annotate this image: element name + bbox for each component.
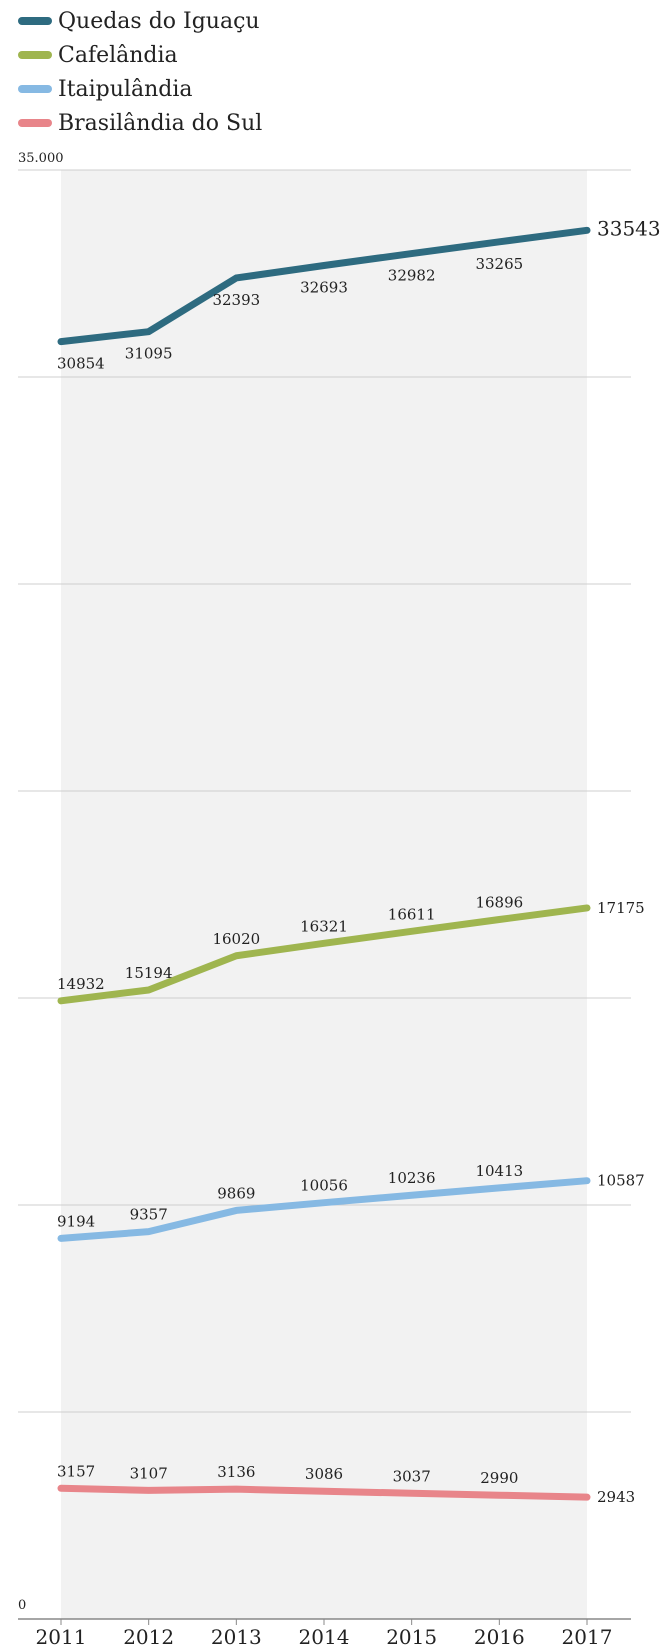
x-tick-label: 2013 [211, 1625, 262, 1647]
data-label: 2943 [597, 1488, 635, 1506]
x-tick-label: 2011 [36, 1625, 87, 1647]
data-label: 3086 [305, 1465, 343, 1483]
data-label: 2990 [480, 1469, 518, 1487]
y-tick-label-bottom: 0 [18, 1598, 26, 1613]
data-label: 17175 [597, 899, 645, 917]
legend-label-brasilandia: Brasilândia do Sul [58, 110, 263, 136]
series-line [57, 226, 591, 346]
data-label: 14932 [57, 975, 105, 993]
plot-area-band [61, 170, 587, 1619]
data-label: 31095 [125, 345, 173, 363]
data-label: 32693 [300, 279, 348, 297]
data-label: 15194 [125, 964, 173, 982]
data-label: 32982 [388, 267, 436, 285]
legend-label-quedas: Quedas do Iguaçu [58, 8, 260, 34]
data-label: 10236 [388, 1169, 436, 1187]
x-tick-label: 2012 [123, 1625, 174, 1647]
legend-item-cafelandia[interactable]: Cafelândia [18, 38, 262, 72]
legend-swatch-itaipulandia [18, 85, 52, 93]
data-label: 16896 [475, 894, 523, 912]
legend-label-itaipulandia: Itaipulândia [58, 76, 193, 102]
data-label: 10587 [597, 1172, 645, 1190]
legend: Quedas do Iguaçu Cafelândia Itaipulândia… [18, 4, 262, 140]
data-label: 30854 [57, 355, 105, 373]
series-line [57, 1484, 591, 1501]
legend-item-itaipulandia[interactable]: Itaipulândia [18, 72, 262, 106]
legend-swatch-brasilandia [18, 119, 52, 127]
legend-item-quedas[interactable]: Quedas do Iguaçu [18, 4, 262, 38]
data-label: 33543 [597, 216, 661, 240]
series-line [57, 1177, 591, 1242]
data-label: 16020 [212, 930, 260, 948]
data-label: 9194 [57, 1212, 95, 1230]
data-label: 3107 [130, 1464, 168, 1482]
x-tick-label: 2015 [386, 1625, 437, 1647]
data-label: 10413 [475, 1162, 523, 1180]
legend-swatch-cafelandia [18, 51, 52, 59]
x-tick-label: 2014 [299, 1625, 350, 1647]
x-tick-label: 2017 [562, 1625, 613, 1647]
legend-swatch-quedas [18, 17, 52, 25]
data-label: 9357 [130, 1206, 168, 1224]
data-label: 32393 [212, 291, 260, 309]
data-label: 33265 [475, 255, 523, 273]
legend-item-brasilandia[interactable]: Brasilândia do Sul [18, 106, 262, 140]
data-label: 10056 [300, 1177, 348, 1195]
data-label: 3037 [393, 1467, 431, 1485]
data-label: 16611 [388, 905, 436, 923]
legend-label-cafelandia: Cafelândia [58, 42, 178, 68]
x-tick-label: 2016 [474, 1625, 525, 1647]
data-label: 3157 [57, 1462, 95, 1480]
series-line [57, 904, 591, 1005]
data-label: 3136 [217, 1463, 255, 1481]
data-label: 9869 [217, 1184, 255, 1202]
y-tick-label-top: 35.000 [18, 151, 64, 166]
data-label: 16321 [300, 917, 348, 935]
